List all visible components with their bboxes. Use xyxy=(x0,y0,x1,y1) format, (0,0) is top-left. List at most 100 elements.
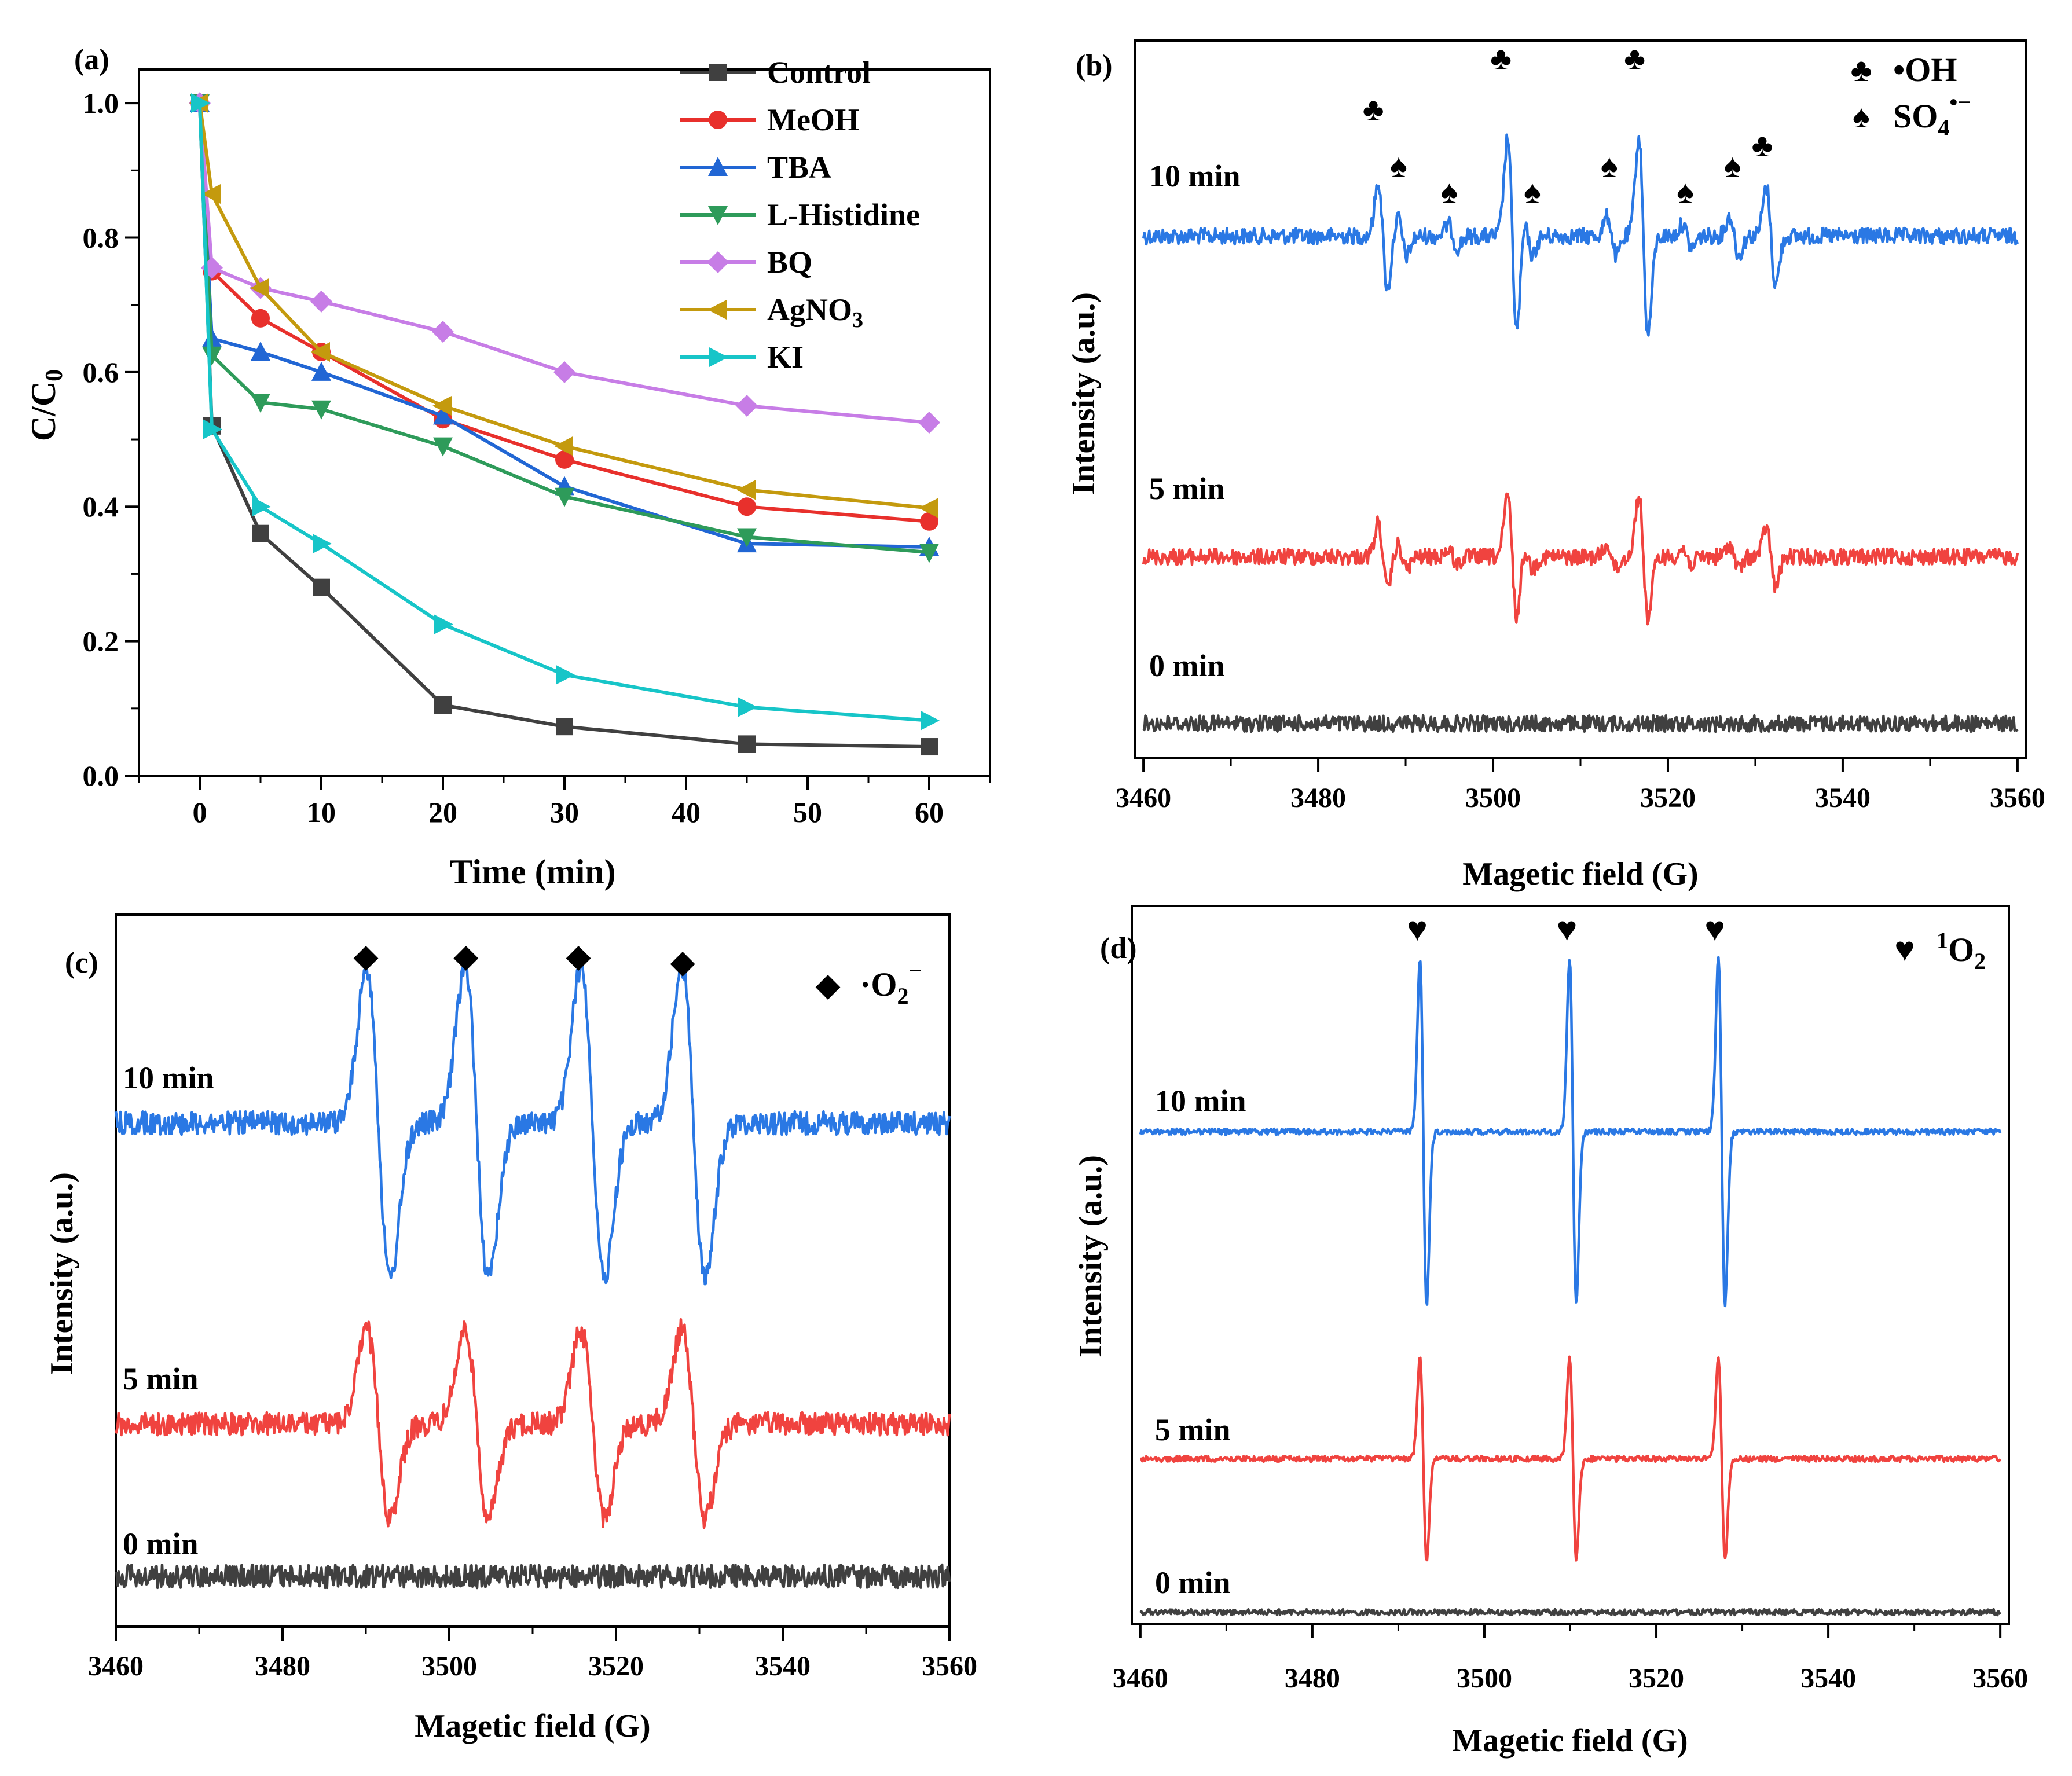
data-point xyxy=(313,578,330,596)
panel-c-x-tick-label: 3500 xyxy=(421,1651,477,1682)
legend-label-sub: 2 xyxy=(1974,948,1986,974)
panel-c-xlabel: Magetic field (G) xyxy=(415,1708,650,1744)
data-point xyxy=(252,497,271,517)
legend-label-sup: 1 xyxy=(1937,927,1948,953)
data-point xyxy=(310,290,332,313)
data-point xyxy=(921,710,940,731)
panel-a-x-tick-label: 30 xyxy=(550,796,579,828)
panel-d-axes: 3460 3480 3500 3520 3540 3560 xyxy=(1113,1624,2028,1694)
panel-b-xlabel: Magetic field (G) xyxy=(1462,856,1698,892)
data-point xyxy=(736,480,756,500)
series-agno xyxy=(189,93,938,518)
peak-marker-icon: ◆ xyxy=(353,938,378,974)
legend-icon: ◆ xyxy=(815,967,840,1003)
panel-a-y-tick-label: 0.6 xyxy=(83,356,119,388)
data-point xyxy=(434,696,452,714)
panel-a-x-tick-label: 10 xyxy=(307,796,336,828)
data-point xyxy=(311,361,331,381)
peak-marker-icon: ♠ xyxy=(1390,148,1407,184)
panel-c-peak-markers: ◆ ◆ ◆ ◆ xyxy=(353,938,695,980)
data-point xyxy=(434,614,453,634)
legend-label-text: KI xyxy=(767,340,804,375)
panel-c-frame xyxy=(115,913,951,1628)
legend-label-text: AgNO xyxy=(767,292,852,327)
legend-label-sup: •− xyxy=(1949,89,1971,115)
spectrum-trace xyxy=(1139,956,2002,1308)
panel-b-frame xyxy=(1134,39,2027,759)
spectrum-label: 10 min xyxy=(1149,159,1241,193)
spectrum-label: 5 min xyxy=(1149,471,1225,506)
legend-label-text: Control xyxy=(767,55,871,90)
panel-b-x-tick-label: 3520 xyxy=(1640,783,1696,813)
legend-label-text: ·O xyxy=(860,966,897,1003)
spectrum-label: 5 min xyxy=(123,1362,199,1396)
panel-a-xlabel: Time (min) xyxy=(449,853,615,891)
panel-a-axes: 0 10 20 30 40 50 60 0.0 0.2 0.4 0.6 0.8 1.0 xyxy=(83,87,991,828)
panel-b-ylabel: Intensity (a.u.) xyxy=(1066,292,1102,495)
panel-c: (c) Magetic field (G) Intensity (a.u.) 3… xyxy=(44,913,977,1744)
panel-d-legend: ♥ 1O2 xyxy=(1894,927,1986,974)
data-point xyxy=(251,342,270,361)
panel-b-traces: 10 min 5 min 0 min xyxy=(1142,133,2019,733)
data-point xyxy=(201,184,221,204)
peak-marker-icon: ♠ xyxy=(1677,174,1694,210)
data-point xyxy=(251,394,270,413)
data-point xyxy=(432,321,454,343)
series-line xyxy=(198,102,930,510)
data-point xyxy=(556,718,573,736)
legend-marker xyxy=(709,111,727,129)
spectrum-trace xyxy=(1142,133,2019,337)
panel-a-ylabel-sub: 0 xyxy=(41,369,68,381)
panel-d-x-tick-label: 3520 xyxy=(1629,1663,1684,1694)
legend-marker xyxy=(707,300,727,320)
data-point xyxy=(555,450,574,469)
legend-icon: ♥ xyxy=(1894,930,1915,968)
panel-c-x-tick-label: 3540 xyxy=(755,1651,811,1682)
series-bq xyxy=(189,92,940,434)
peak-marker-icon: ◆ xyxy=(670,944,695,980)
spectrum-trace xyxy=(1140,1355,2001,1562)
legend-label-text: SO xyxy=(1893,97,1938,135)
legend-icon: ♣ xyxy=(1851,53,1872,89)
panel-b: (b) Magetic field (G) Intensity (a.u.) 3… xyxy=(1066,39,2045,892)
panel-d-xlabel: Magetic field (G) xyxy=(1452,1723,1688,1759)
panel-c-x-tick-label: 3460 xyxy=(88,1651,144,1682)
data-point xyxy=(920,512,938,531)
spectrum-label: 0 min xyxy=(123,1527,199,1561)
legend-label-text: BQ xyxy=(767,245,812,280)
data-point xyxy=(433,437,453,457)
spectrum-trace xyxy=(114,1318,951,1529)
data-point xyxy=(252,524,269,542)
legend-label-text: TBA xyxy=(767,150,831,185)
data-point xyxy=(202,346,222,366)
panel-a-x-tick-label: 40 xyxy=(672,796,701,828)
series-line xyxy=(198,102,930,549)
panel-a-y-tick-label: 0.0 xyxy=(83,759,119,792)
data-point xyxy=(736,394,758,417)
legend-label-sub: 4 xyxy=(1938,115,1949,141)
panel-b-label: (b) xyxy=(1076,49,1113,82)
peak-marker-icon: ♠ xyxy=(1724,148,1741,184)
panel-c-ylabel: Intensity (a.u.) xyxy=(44,1172,80,1375)
panel-c-axes: 3460 3480 3500 3520 3540 3560 xyxy=(88,1627,977,1682)
panel-d: (d) Magetic field (G) Intensity (a.u.) 3… xyxy=(1073,905,2028,1759)
panel-c-x-tick-label: 3560 xyxy=(922,1651,977,1682)
data-point xyxy=(553,361,575,383)
spectrum-label: 5 min xyxy=(1155,1412,1231,1447)
data-point xyxy=(919,498,938,518)
panel-a-ylabel: C/C0 xyxy=(24,369,68,441)
peak-marker-icon: ♥ xyxy=(1407,910,1428,948)
data-point xyxy=(191,93,210,113)
legend-label-text: •OH xyxy=(1893,51,1957,89)
legend-icon: ♠ xyxy=(1853,99,1870,135)
peak-marker-icon: ♣ xyxy=(1752,128,1773,164)
spectrum-trace xyxy=(115,1563,951,1590)
data-point xyxy=(432,395,452,416)
data-point xyxy=(919,544,939,563)
panel-a-y-tick-label: 0.8 xyxy=(83,221,119,254)
series-control xyxy=(191,94,938,756)
peak-marker-icon: ♣ xyxy=(1490,41,1512,77)
series-line xyxy=(198,102,930,555)
legend-label: 1O2 xyxy=(1937,927,1986,974)
series-line xyxy=(198,102,930,523)
